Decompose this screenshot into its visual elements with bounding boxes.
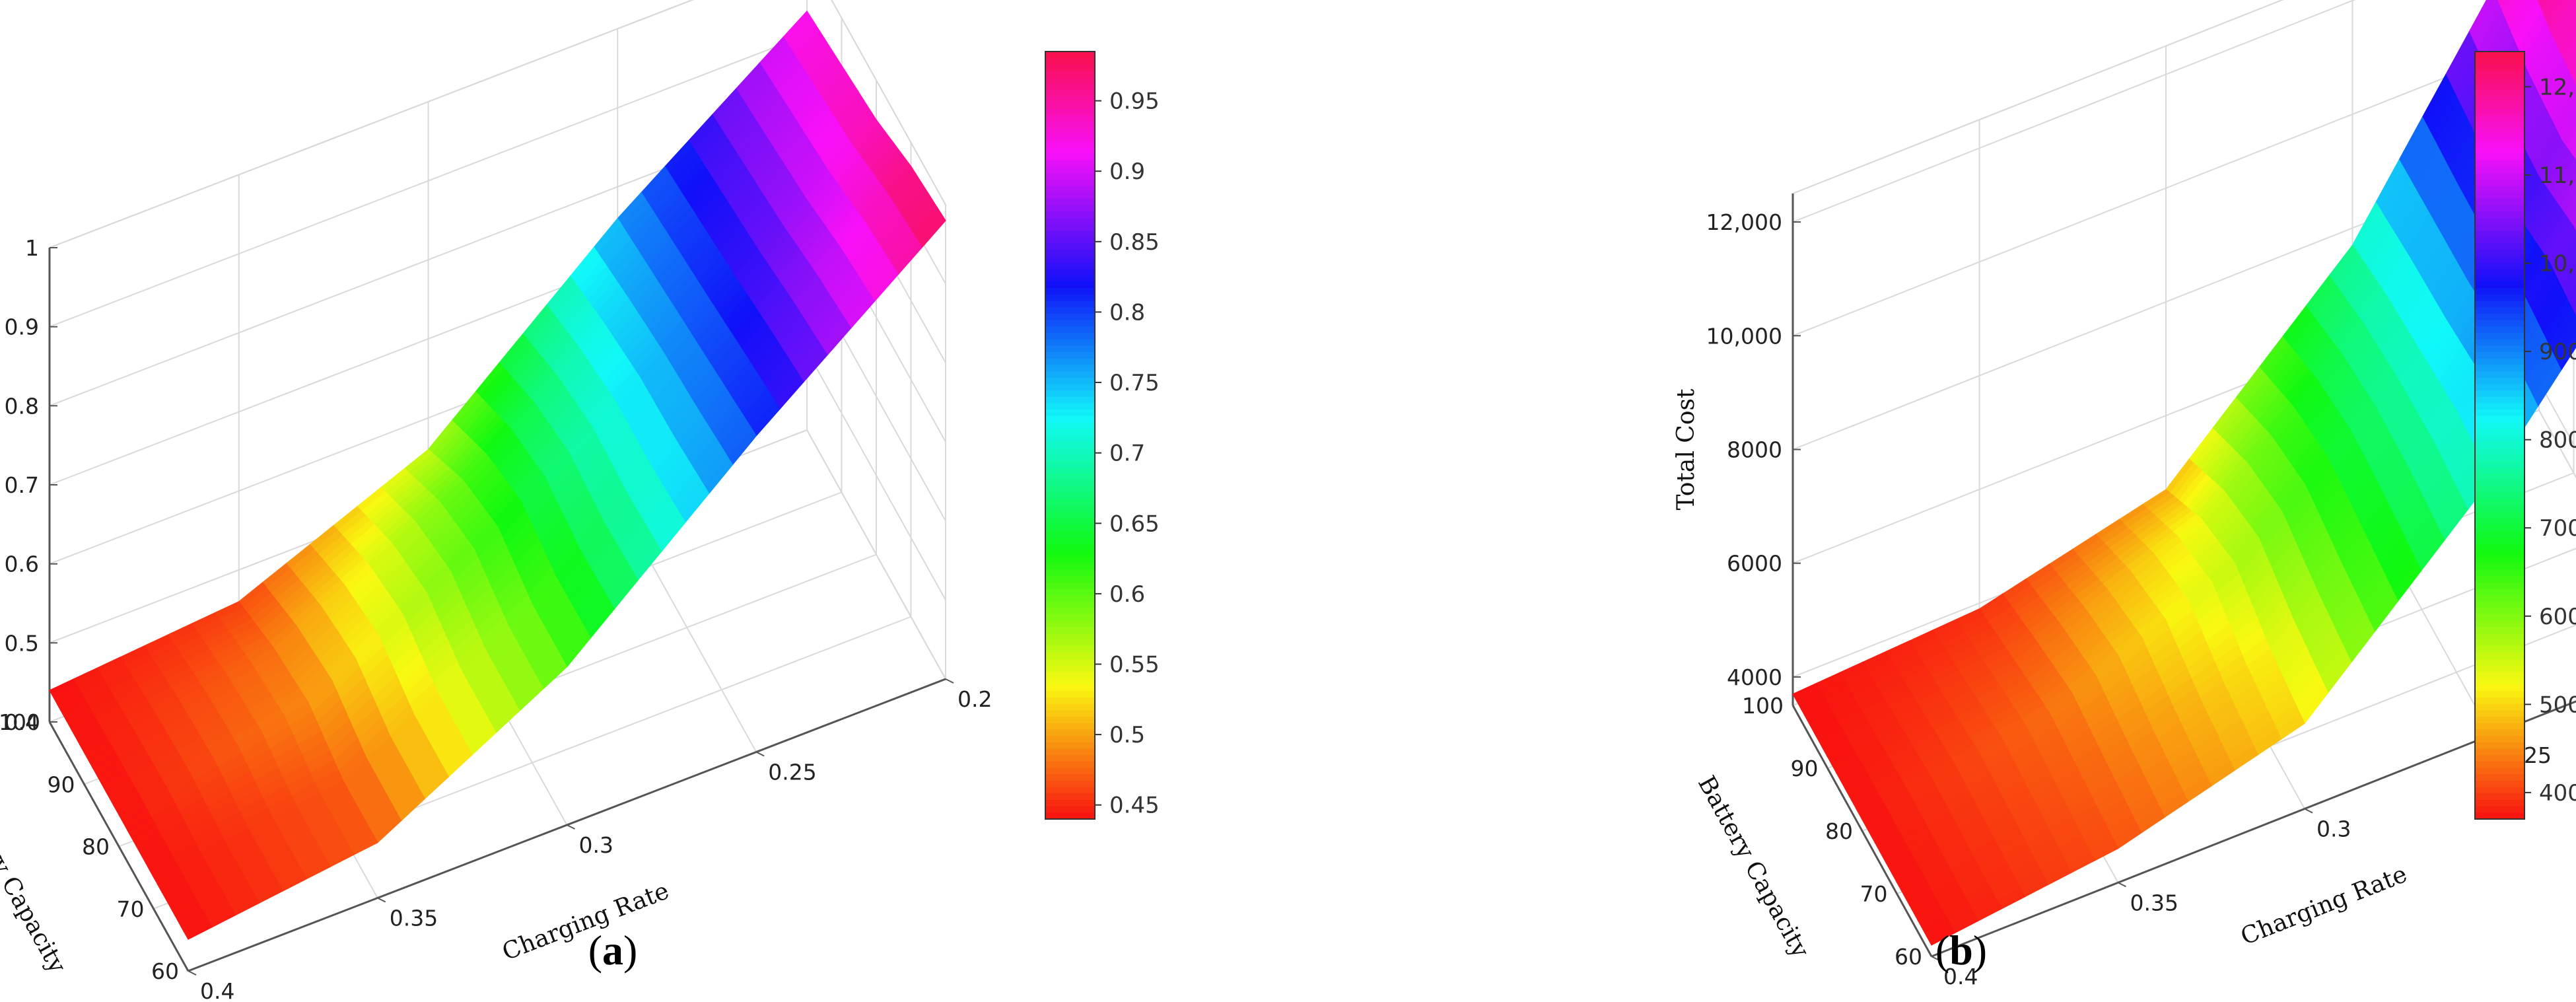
- colorbar-tick-label: 8000: [2539, 427, 2576, 454]
- x-tick-label: 0.25: [768, 760, 816, 785]
- y-axis-line: [48, 721, 190, 972]
- z-tick-label: 12,000: [1706, 209, 1782, 235]
- surface-patch: [2496, 0, 2507, 11]
- colorbar-tick-label: 12,000: [2539, 74, 2576, 100]
- colorbar-tick-label: 9000: [2539, 339, 2576, 365]
- z-tick-label: 0.9: [5, 314, 39, 340]
- colorbar: 0.45 0.5 0.55 0.6 0.65 0.7 0.75 0.8 0.85 0.9 0.95: [1045, 51, 1160, 820]
- colorbar-tick-label: 10,000: [2539, 251, 2576, 277]
- panel-label-b: (b): [1935, 927, 1987, 974]
- y-tick-label: 100: [1742, 693, 1784, 719]
- colorbar-tick-label: 0.6: [1109, 581, 1145, 608]
- colorbar-tick-label: 4000: [2539, 780, 2576, 806]
- surface-patch: [1926, 924, 1956, 946]
- surface-plot-b: 0.20.250.30.350.460708090100400060008000…: [1673, 0, 2576, 989]
- colorbar: 4000 5000 6000 7000 8000 9000 10,000 11,000 12,0…: [2474, 51, 2576, 820]
- x-tick-label: 0.35: [390, 906, 438, 931]
- z-tick-label: 0.8: [5, 393, 39, 419]
- y-tick-label: 100: [0, 709, 40, 735]
- y-axis-title: Battery Capacity: [1692, 771, 1815, 962]
- colorbar-tick-label: 0.75: [1109, 370, 1160, 396]
- x-tick-label: 0.4: [200, 978, 234, 1002]
- colorbar-tick-label: 11,000: [2539, 162, 2576, 189]
- colorbar-tick-label: 0.55: [1109, 652, 1160, 678]
- z-tick-label: 6000: [1727, 551, 1782, 577]
- z-tick-label: 8000: [1727, 437, 1782, 463]
- surface-patch: [183, 919, 213, 940]
- x-tick-label: 0.3: [579, 832, 613, 858]
- y-tick-label: 70: [117, 896, 145, 922]
- x-axis-title: Charging Rate: [499, 877, 673, 966]
- y-tick-label: 80: [1825, 818, 1853, 844]
- y-tick-label: 90: [1791, 756, 1819, 781]
- colorbar-tick-label: 0.65: [1109, 511, 1160, 537]
- z-tick-label: 0.5: [5, 630, 39, 656]
- x-tick-label: 0.4: [1943, 964, 1978, 989]
- y-tick-label: 90: [48, 771, 75, 797]
- y-tick-label: 60: [151, 958, 179, 984]
- y-tick-label: 70: [1860, 881, 1888, 907]
- colorbar-tick-label: 6000: [2539, 604, 2576, 630]
- colorbar-tick-label: 5000: [2539, 692, 2576, 718]
- colorbar-tick-label: 0.95: [1109, 89, 1160, 115]
- z-tick-label: 0.4: [5, 709, 39, 735]
- y-tick-label: 60: [1895, 944, 1922, 970]
- x-tick-label: 0.2: [957, 686, 992, 712]
- y-tick-label: 80: [82, 834, 110, 860]
- colorbar-tick-label: 0.8: [1109, 299, 1145, 326]
- x-axis-title: Charging Rate: [2237, 861, 2411, 950]
- z-tick-label: 10,000: [1706, 323, 1782, 349]
- surface-plot-a: 0.20.250.30.350.4607080901000.40.50.60.7…: [0, 0, 1160, 1002]
- z-tick-label: 4000: [1727, 664, 1782, 690]
- z-axis-title: Total Cost: [1673, 388, 1700, 510]
- z-tick-label: 1: [25, 235, 39, 261]
- colorbar-tick-label: 0.9: [1109, 159, 1145, 185]
- y-axis-line: [1792, 705, 1933, 957]
- x-tick-label: 0.3: [2316, 816, 2351, 842]
- colorbar-tick-label: 7000: [2539, 515, 2576, 542]
- y-axis-title: Battery Capacity: [0, 787, 71, 978]
- x-tick-label: 0.35: [2130, 890, 2178, 915]
- z-tick-label: 0.7: [5, 472, 39, 498]
- surface: [49, 10, 946, 940]
- colorbar-tick-label: 0.7: [1109, 441, 1145, 467]
- colorbar-tick-label: 0.45: [1109, 793, 1160, 819]
- colorbar-tick-label: 0.85: [1109, 229, 1160, 256]
- panel-label-a: (a): [588, 927, 638, 974]
- surface: [1792, 0, 2576, 946]
- z-tick-label: 0.6: [5, 552, 39, 577]
- colorbar-tick-label: 0.5: [1109, 722, 1145, 748]
